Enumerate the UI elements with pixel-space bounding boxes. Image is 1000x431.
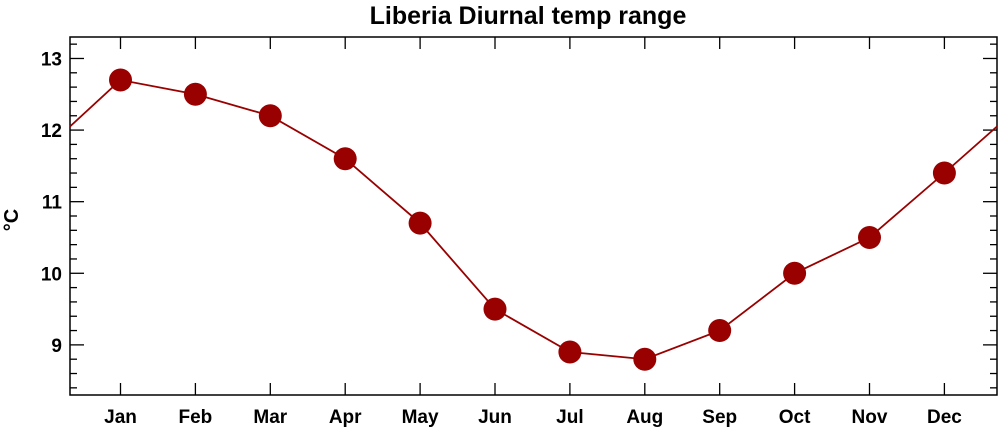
data-point-apr bbox=[333, 147, 357, 171]
x-tick-label: May bbox=[402, 407, 439, 428]
data-point-mar bbox=[258, 104, 282, 128]
x-tick-label: Sep bbox=[702, 407, 737, 428]
y-tick-label: 11 bbox=[42, 193, 63, 214]
series-line-path bbox=[69, 79, 998, 361]
x-tick-label: Mar bbox=[253, 407, 287, 428]
x-tick-label: Jan bbox=[104, 407, 137, 428]
y-tick-label: 13 bbox=[41, 49, 62, 70]
y-tick-label: 10 bbox=[41, 264, 62, 285]
data-point-nov bbox=[858, 225, 881, 249]
y-axis-label: °C bbox=[1, 209, 23, 231]
data-point-jun bbox=[483, 297, 507, 321]
data-point-aug bbox=[633, 347, 657, 371]
x-axis: Jan Feb Mar Apr May Jun Jul Aug Sep Oct Nov Dec bbox=[104, 37, 962, 428]
x-tick-label: Jun bbox=[478, 407, 512, 428]
x-tick-label: Nov bbox=[852, 407, 888, 428]
data-point-jul bbox=[558, 340, 582, 364]
series-markers bbox=[109, 68, 956, 371]
x-tick-label: Dec bbox=[927, 407, 962, 428]
data-point-jan bbox=[109, 68, 132, 92]
y-tick-label: 9 bbox=[51, 336, 62, 357]
x-tick-label: Feb bbox=[179, 407, 213, 428]
y-tick-label: 12 bbox=[41, 121, 62, 142]
x-tick-label: Apr bbox=[329, 407, 362, 428]
x-tick-label: Oct bbox=[779, 407, 811, 428]
series-line bbox=[69, 79, 998, 361]
chart-title: Liberia Diurnal temp range bbox=[370, 2, 687, 30]
x-tick-label: Jul bbox=[556, 407, 583, 428]
data-point-feb bbox=[183, 82, 207, 106]
plot-frame bbox=[69, 36, 998, 396]
y-axis: 9 10 11 12 13 bbox=[41, 43, 997, 389]
data-point-oct bbox=[783, 261, 807, 285]
x-tick-label: Aug bbox=[626, 407, 663, 428]
data-point-dec bbox=[932, 161, 956, 185]
data-point-sep bbox=[708, 319, 732, 343]
data-point-may bbox=[408, 211, 432, 235]
